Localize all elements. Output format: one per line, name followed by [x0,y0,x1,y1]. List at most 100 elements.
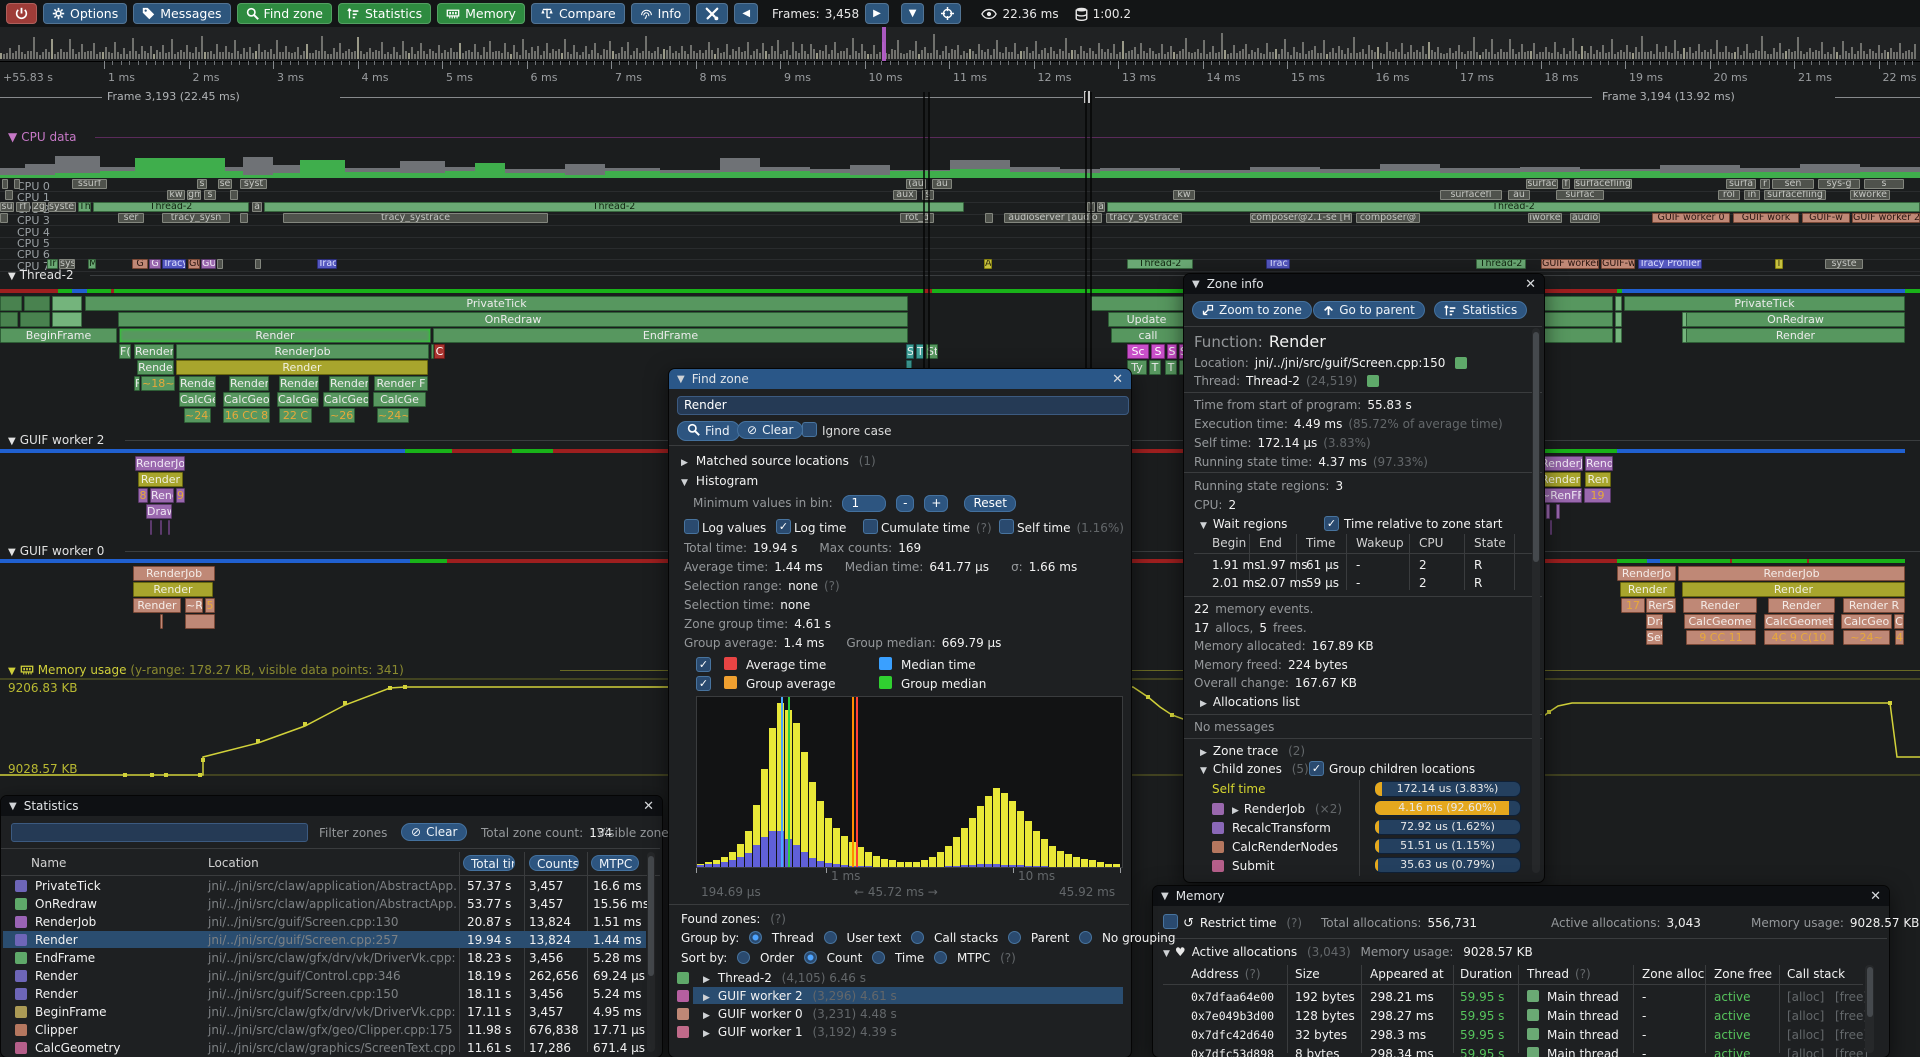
Options-button[interactable]: Options [43,3,128,24]
check-cumulate-time[interactable] [863,519,878,534]
mem-col-zone-free[interactable]: Zone free [1714,967,1778,981]
zone-s[interactable]: S [1151,344,1165,359]
find-button[interactable]: Find [677,421,740,441]
search-input[interactable]: Render [677,396,1129,415]
zone-sysg[interactable]: sys-g [1818,179,1860,189]
zone-endframe[interactable]: EndFrame [433,328,908,343]
zone[interactable] [160,614,163,629]
zone[interactable] [1540,296,1613,311]
zone[interactable] [1615,328,1622,343]
zone-t[interactable]: T [1165,360,1177,375]
zone[interactable] [1556,504,1560,519]
frame-zoom-button[interactable]: ▼ [900,3,925,24]
power-button[interactable] [6,3,37,24]
zone-system[interactable]: system [48,201,76,212]
zone[interactable] [24,296,50,311]
next-frame-button[interactable]: ▶ [865,3,889,24]
zone-info-button-zoom-to-zone[interactable]: Zoom to zone [1192,301,1312,319]
zone-tracysystrace[interactable]: tracy_systrace [1106,213,1182,224]
zone-24[interactable]: ~24~ [1843,630,1890,645]
zone-22c[interactable]: 22 C [279,408,312,423]
zone[interactable] [52,296,82,311]
zone-group-row[interactable]: ▶ GUIF worker 2 (3,296) 4.61 s [669,989,903,1003]
zone-render[interactable]: Render [1620,582,1675,597]
zone-set[interactable]: Set [1646,630,1663,645]
child-zone-row[interactable]: RecalcTransform [1184,821,1337,835]
zone-th[interactable]: Th [78,201,91,212]
relative-time-checkbox[interactable]: ✓ [1324,516,1339,531]
zone-syst[interactable]: syst [240,179,267,189]
Statistics-button[interactable]: Statistics [337,3,432,24]
zone-rende[interactable]: Rende [137,360,174,375]
zone-2g[interactable]: 2g [32,201,46,212]
zone-render[interactable]: Render [134,344,174,359]
zone-f[interactable]: F( [119,344,131,359]
zone-info-button-statistics[interactable]: Statistics [1434,301,1528,319]
zone-18[interactable]: ~18~ [141,376,175,391]
zone-guifwork[interactable]: GUIF work [1733,213,1799,224]
zone[interactable] [217,258,223,269]
zone-guifworker0[interactable]: GUIF worker 0 [1652,213,1730,224]
child-zone-row[interactable]: ▶ RenderJob (×2) [1184,802,1348,816]
child-zone-bar[interactable]: 35.63 us (0.79%) [1374,857,1521,873]
sort-by-radio[interactable] [737,951,751,964]
table-row[interactable]: Render jni/../jni/src/guif/Control.cpp:34… [1,969,645,983]
frame-overview-strip[interactable] [0,27,1920,62]
zone-render[interactable]: Render [279,376,319,391]
frame-3193-label[interactable]: Frame 3,193 (22.45 ms) [107,90,240,103]
zone-g[interactable]: G [132,258,148,269]
zone-render[interactable]: Render [1682,582,1905,597]
bin-minus-button[interactable]: - [896,495,915,512]
zone-thread2[interactable]: Thread-2 [1107,201,1920,212]
zone-render[interactable]: Render [1540,472,1581,487]
zone-rotd[interactable]: rot_d [900,213,934,224]
zone-m[interactable]: M [88,258,96,269]
Find zone-button[interactable]: Find zone [236,3,332,24]
zone-calcgeomet[interactable]: CalcGeomet [1764,614,1834,629]
zone[interactable] [1540,328,1613,343]
zone[interactable] [1550,520,1552,535]
zone-calcgeo[interactable]: CalcGeo [179,392,216,407]
zone-tracy[interactable]: Tracy [317,258,337,269]
zone-a[interactable]: a [252,201,262,212]
goto-frame-button[interactable] [934,3,962,24]
child-zone-row[interactable]: CalcRenderNodes [1184,840,1344,854]
zone-au[interactable]: au [932,179,952,189]
zone-surfa[interactable]: surfa [1726,179,1756,189]
zone[interactable] [5,190,13,201]
zone-guifw[interactable]: GUIF-w [1601,258,1635,269]
zone-rend[interactable]: Rend [150,488,174,503]
zone-g[interactable]: G [149,258,161,269]
stats-scroll-thumb[interactable] [648,856,654,976]
reset-button[interactable]: Reset [964,495,1017,512]
zone-guifworker2[interactable]: GUIF worker 2 [1852,213,1920,224]
zone-rf[interactable]: rf [16,201,30,212]
child-zone-row[interactable]: Submit [1184,859,1281,873]
mem-scroll-thumb[interactable] [1866,967,1873,1017]
zone-surfacefl[interactable]: surfacefl [1440,190,1502,201]
table-row[interactable]: CalcGeometry jni/../jni/src/claw/graphics… [1,1041,645,1055]
Info-button[interactable]: Info [630,3,691,24]
mem-col-call-stack[interactable]: Call stack [1787,967,1851,981]
zone-thread2[interactable]: Thread-2 [1127,258,1193,269]
cpu-data-header[interactable]: ▼ CPU data [8,130,76,144]
zone[interactable] [20,312,50,327]
ignore-case-checkbox[interactable] [802,422,817,437]
zone-render[interactable]: Render [119,328,431,343]
memory-usage-header[interactable]: ▼ Memory usage (y-range: 178.27 KB, visib… [8,663,404,679]
zone-f[interactable]: F [134,376,140,391]
mem-col-duration[interactable]: Duration [1460,967,1518,981]
zone-au[interactable]: (au [906,179,926,189]
frame-3194-label[interactable]: Frame 3,194 (13.92 ms) [1602,90,1735,103]
zone-privatetick[interactable]: PrivateTick [85,296,908,311]
zone-tracy[interactable]: Tracy [162,258,186,269]
zone-render[interactable]: Render [229,376,269,391]
zone-gm[interactable]: gm [187,190,201,201]
zone-draw[interactable]: Draw [146,504,172,519]
zone-renderjob[interactable]: RenderJob [133,566,215,581]
table-row[interactable]: RenderJob jni/../jni/src/guif/Screen.cpp:… [1,915,641,929]
zone[interactable] [985,213,993,224]
group-children-checkbox[interactable]: ✓ [1309,761,1324,776]
sort-by-radio[interactable] [803,951,817,964]
filter-input[interactable] [11,823,308,842]
